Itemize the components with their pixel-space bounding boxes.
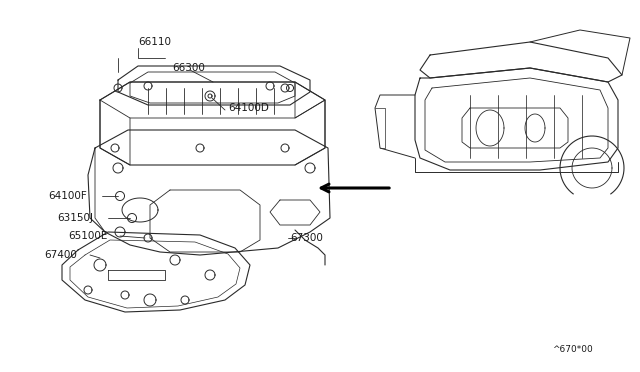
Text: 63150J: 63150J [57, 213, 93, 223]
Text: 67400: 67400 [44, 250, 77, 260]
Text: 66110: 66110 [138, 37, 171, 47]
Text: 66300: 66300 [172, 63, 205, 73]
Text: 67300: 67300 [290, 233, 323, 243]
Text: 65100E: 65100E [68, 231, 108, 241]
Text: 64100D: 64100D [228, 103, 269, 113]
Text: 64100F: 64100F [48, 191, 87, 201]
Text: ^670*00: ^670*00 [552, 346, 593, 355]
